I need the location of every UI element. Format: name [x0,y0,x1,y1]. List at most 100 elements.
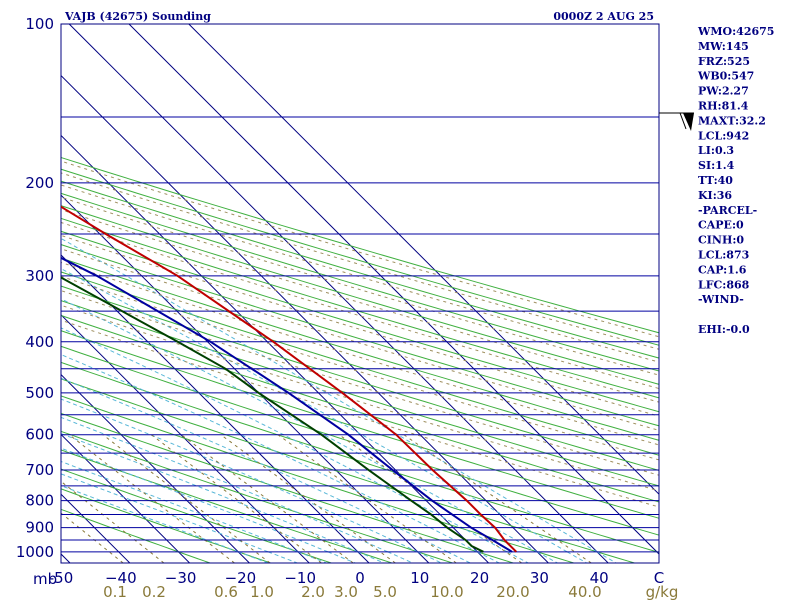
mixing-ratio-tick: 20.0 [496,583,529,600]
grid-background [0,24,659,563]
index-row: FRZ:525 [698,55,750,68]
moist-adiabat-line [61,473,298,563]
isotherm-line [188,24,659,495]
wind-barb [659,112,694,131]
wind-barbs [659,112,694,131]
mixing-ratio-line [150,434,322,563]
index-row: TT:40 [698,174,733,187]
isotherm-line [61,194,430,563]
dry-adiabat-line [61,230,659,413]
mixing-ratio-line [180,434,354,563]
mixing-ratio-tick: 1.0 [250,583,274,600]
dry-adiabat-line [61,180,659,359]
theta-e-line [61,248,659,431]
temperature-tick-labels: -50 −40 −30 −20 −10 0 10 20 30 40 C [49,569,664,587]
mixing-ratio-tick: g/kg [646,583,679,600]
temperature-tick: −30 [165,569,197,587]
pressure-tick-200: 200 [25,174,54,192]
index-row: LFC:868 [698,278,750,291]
dry-adiabat-line [61,168,659,346]
index-row: WMO:42675 [697,25,774,38]
index-row: MW:145 [698,40,749,53]
index-row: LCL:873 [698,249,749,262]
theta-e-line [61,290,659,476]
index-row: RH:81.4 [698,100,749,113]
theta-e-line [61,184,659,363]
dry-adiabat-line [61,257,659,441]
theta-e-line [61,172,659,350]
index-row: PW:2.27 [698,85,749,98]
theta-e-line [61,221,659,403]
stability-indices-panel: WMO:42675 MW:145 FRZ:525 WB0:547 PW:2.27 RH:8… [697,25,774,336]
temperature-tick: 20 [470,569,489,587]
theta-e-line [61,319,659,508]
theta-e-line [61,234,659,417]
moist-adiabat-line [61,298,558,563]
pressure-tick-labels: 100 200 300 400 500 600 700 800 900 1000 [16,15,54,561]
sounding-profiles [61,205,518,553]
temperature-tick: −40 [105,569,137,587]
temperature-tick: −10 [284,569,316,587]
index-row: CAPE:0 [698,219,744,232]
dry-adiabat-line [61,217,659,399]
index-row: SI:1.4 [698,159,735,172]
mixing-ratio-tick: 5.0 [373,583,397,600]
dry-adiabat-line [61,361,659,553]
mixing-ratio-line [102,434,271,563]
temperature-tick: C [654,569,664,587]
pressure-tick-500: 500 [25,384,54,402]
temperature-tick: 10 [410,569,429,587]
moist-adiabat-line [61,398,442,563]
dry-adiabat-line [61,488,271,563]
dry-adiabat-line [61,395,574,563]
temperature-tick: -50 [49,569,74,587]
isotherm-line [61,493,131,563]
isotherm-line [61,254,370,563]
mixing-ratio-tick-labels: 0.1 0.2 0.6 1.0 2.0 3.0 5.0 10.0 20.0 40.0 g/kg [103,583,678,600]
dry-adiabat-line [61,468,332,563]
mixing-ratio-line [68,434,235,563]
temperature-tick: 30 [530,569,549,587]
isotherm-line [68,24,609,563]
isotherm-line [128,24,659,555]
isobar-lines [61,116,659,553]
pressure-tick-900: 900 [25,519,54,537]
profile-line-2 [61,256,513,553]
moist-adiabat-line [61,354,500,563]
profile-line-1 [61,276,484,553]
mixing-ratio-line [338,434,522,563]
temperature-tick: 40 [590,569,609,587]
moist-adiabat-line [61,416,413,563]
dry-adiabat-line [61,156,659,334]
profile-line-0 [61,205,518,553]
mixing-ratio-tick: 40.0 [568,583,601,600]
index-row: -WIND- [698,293,744,306]
isotherm-line [61,373,250,563]
chart-title: VAJB (42675) Sounding [64,10,211,23]
mixing-ratio-tick: 2.0 [301,583,325,600]
theta-e-line [61,160,659,338]
index-row: CAP:1.6 [698,263,747,276]
index-row: CINH:0 [698,234,744,247]
pressure-tick-700: 700 [25,461,54,479]
pressure-tick-400: 400 [25,333,54,351]
pressure-tick-800: 800 [25,492,54,510]
dry-adiabat-line [61,244,659,427]
moist-adiabat-line [61,268,587,563]
dry-adiabat-line [61,314,659,503]
mixing-ratio-line [403,434,592,563]
pressure-tick-100: 100 [25,15,54,33]
chart-timestamp: 0000Z 2 AUG 25 [553,10,654,23]
dry-adiabat-line [61,192,659,372]
index-row: -PARCEL- [698,204,757,217]
pressure-tick-600: 600 [25,426,54,444]
dry-adiabat-line [61,285,659,471]
index-row: LI:0.3 [698,144,734,157]
mixing-ratio-tick: 0.2 [142,583,166,600]
moist-adiabat-line [61,447,356,563]
isotherm-line [0,24,10,563]
index-row: WB0:547 [697,70,754,83]
dry-adiabat-line [61,300,659,487]
index-row: LCL:942 [698,129,749,142]
